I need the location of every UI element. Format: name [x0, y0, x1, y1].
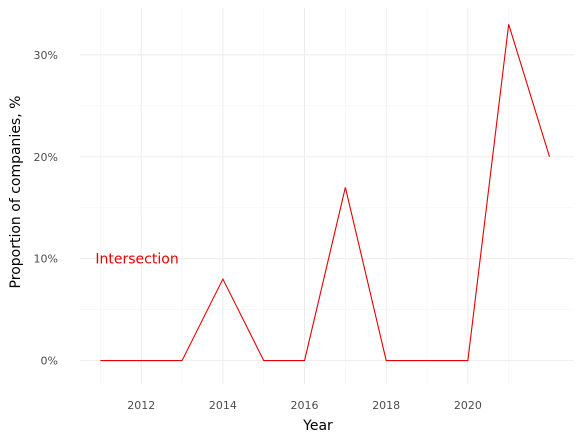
- x-tick-label: 2018: [372, 399, 400, 412]
- y-tick-label: 20%: [34, 151, 58, 164]
- x-tick-label: 2014: [209, 399, 237, 412]
- x-axis-tick-labels: 2012 2014 2016 2018 2020: [127, 399, 482, 412]
- x-tick-label: 2020: [454, 399, 482, 412]
- y-tick-label: 0%: [41, 355, 58, 368]
- y-axis-tick-labels: 0% 10% 20% 30%: [34, 49, 58, 368]
- series-layer: [100, 24, 551, 362]
- y-tick-label: 30%: [34, 49, 58, 62]
- series-line: [100, 24, 551, 362]
- y-tick-label: 10%: [34, 253, 58, 266]
- x-tick-label: 2016: [291, 399, 319, 412]
- annotation-label: Intersection: [95, 252, 178, 268]
- x-tick-label: 2012: [127, 399, 155, 412]
- major-gridlines: [80, 8, 574, 384]
- minor-gridlines: [80, 8, 574, 384]
- annotation-layer: Intersection: [95, 252, 178, 268]
- y-axis-title: Proportion of companies, %: [8, 96, 24, 289]
- x-axis-title: Year: [302, 418, 333, 434]
